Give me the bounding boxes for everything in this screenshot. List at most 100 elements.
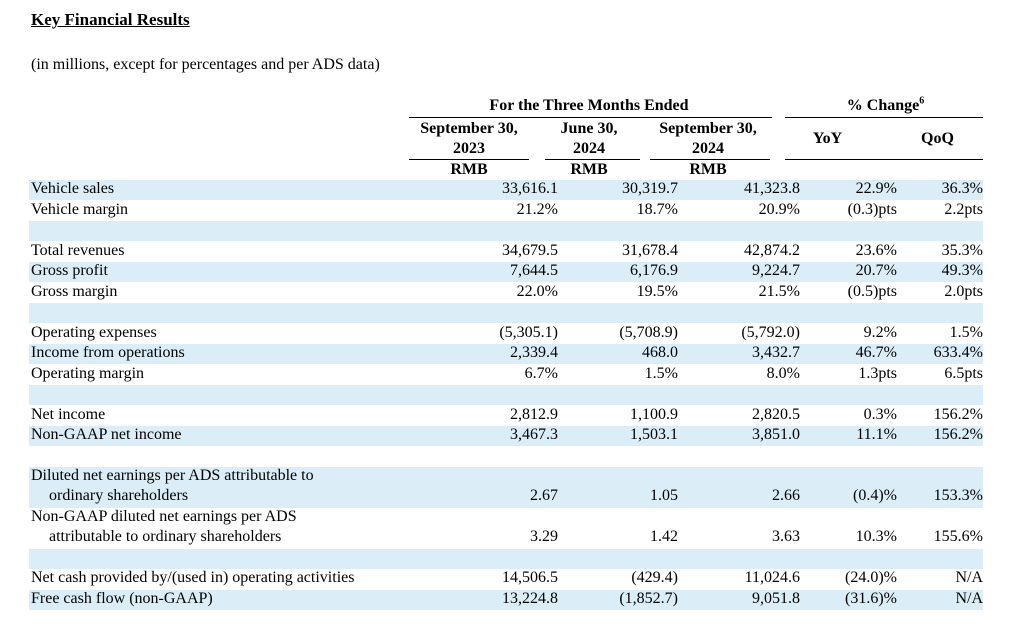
row-label-continued: ordinary shareholders [49,487,189,504]
value-sep-2023: 3,467.3 [510,426,558,443]
value-sep-2024: 2,820.5 [752,406,800,423]
col-header-sep-2024: September 30, 2024 [648,119,768,159]
value-yoy: (0.4)% [853,487,897,504]
value-yoy: (0.3)pts [847,201,897,218]
row-label: Total revenues [31,242,125,259]
col-header-line1: September 30, [420,120,518,137]
value-yoy: 23.6% [855,242,897,259]
value-qoq: 49.3% [941,262,983,279]
value-jun-2024: (5,708.9) [619,324,678,341]
table-row: Diluted net earnings per ADS attributabl… [31,467,983,508]
row-band [29,221,983,241]
change-footnote: 6 [919,95,925,107]
value-sep-2023: 22.0% [516,283,558,300]
row-label: Vehicle margin [31,201,129,218]
table-row: Free cash flow (non-GAAP) 13,224.8 (1,85… [31,590,983,610]
value-jun-2024: 30,319.7 [622,180,678,197]
value-sep-2024: 42,874.2 [744,242,800,259]
value-sep-2023: 2,339.4 [510,344,558,361]
page-title: Key Financial Results [31,10,190,29]
col-header-line2: 2023 [453,140,485,157]
change-group-label: % Change [846,97,920,114]
value-jun-2024: 1,100.9 [630,406,678,423]
value-yoy: 46.7% [855,344,897,361]
yoy-header: YoY [812,130,843,147]
value-qoq: 633.4% [933,344,983,361]
value-sep-2023: 3.29 [530,528,558,545]
row-band [29,426,983,446]
row-label: Operating margin [31,365,145,382]
value-yoy: 0.3% [863,406,897,423]
value-qoq: 36.3% [941,180,983,197]
row-label: Non-GAAP net income [31,426,182,443]
value-sep-2024: 9,051.8 [752,590,800,607]
value-jun-2024: 468.0 [642,344,678,361]
value-yoy: 9.2% [863,324,897,341]
col-rule-1 [409,159,529,160]
value-sep-2024: 2.66 [772,487,800,504]
period-group-rule [409,117,772,118]
currency-header: RMB [450,161,488,178]
change-group-rule [785,117,983,118]
value-jun-2024: 18.7% [636,201,678,218]
currency-header: RMB [570,161,608,178]
row-label: Income from operations [31,344,185,361]
value-jun-2024: 1,503.1 [630,426,678,443]
col-header-line2: 2024 [573,140,605,157]
table-row: Gross margin 22.0% 19.5% 21.5% (0.5)pts … [31,283,983,303]
value-jun-2024: 1.42 [650,528,678,545]
value-jun-2024: 6,176.9 [630,262,678,279]
value-qoq: N/A [955,569,983,586]
col-header-jun-2024: June 30, 2024 [539,119,639,159]
row-band [29,590,983,610]
row-label: Gross margin [31,283,118,300]
value-qoq: 2.0pts [944,283,983,300]
value-yoy: 22.9% [855,180,897,197]
row-label: Vehicle sales [31,180,115,197]
page-subtitle: (in millions, except for percentages and… [31,56,380,73]
value-qoq: 6.5pts [944,365,983,382]
table-row: Operating margin 6.7% 1.5% 8.0% 1.3pts 6… [31,365,983,385]
value-yoy: 1.3pts [858,365,897,382]
row-band [29,385,983,405]
value-sep-2024: 11,024.6 [744,569,800,586]
value-sep-2023: 21.2% [516,201,558,218]
col-header-line1: June 30, [560,120,618,137]
value-sep-2023: 2.67 [530,487,558,504]
value-qoq: 35.3% [941,242,983,259]
value-sep-2023: 2,812.9 [510,406,558,423]
table-row: Gross profit 7,644.5 6,176.9 9,224.7 20.… [31,262,983,282]
value-sep-2023: 13,224.8 [502,590,558,607]
row-band [29,180,983,200]
value-sep-2023: 33,616.1 [502,180,558,197]
value-sep-2024: 41,323.8 [744,180,800,197]
value-qoq: 155.6% [933,528,983,545]
currency-header: RMB [689,161,727,178]
period-group-header: For the Three Months Ended [489,97,689,114]
value-yoy: 20.7% [855,262,897,279]
value-sep-2023: (5,305.1) [499,324,558,341]
value-yoy: (24.0)% [845,569,897,586]
value-sep-2024: 3,851.0 [752,426,800,443]
row-label: Diluted net earnings per ADS attributabl… [31,467,314,484]
col-header-line2: 2024 [692,140,724,157]
value-qoq: 153.3% [933,487,983,504]
row-label: Net income [31,406,106,423]
table-row: Income from operations 2,339.4 468.0 3,4… [31,344,983,364]
table-row: Vehicle margin 21.2% 18.7% 20.9% (0.3)pt… [31,201,983,221]
value-sep-2024: 8.0% [766,365,800,382]
value-qoq: 2.2pts [944,201,983,218]
value-qoq: 156.2% [933,406,983,423]
value-yoy: 10.3% [855,528,897,545]
value-sep-2024: 3.63 [772,528,800,545]
table-row: Non-GAAP net income 3,467.3 1,503.1 3,85… [31,426,983,446]
change-rule [785,159,983,160]
value-jun-2024: (429.4) [631,569,678,586]
value-qoq: N/A [955,590,983,607]
value-sep-2023: 7,644.5 [510,262,558,279]
value-sep-2023: 34,679.5 [502,242,558,259]
row-label-continued: attributable to ordinary shareholders [49,528,282,545]
value-jun-2024: 19.5% [636,283,678,300]
table-row: Non-GAAP diluted net earnings per ADS at… [31,508,983,549]
row-band [29,549,983,569]
